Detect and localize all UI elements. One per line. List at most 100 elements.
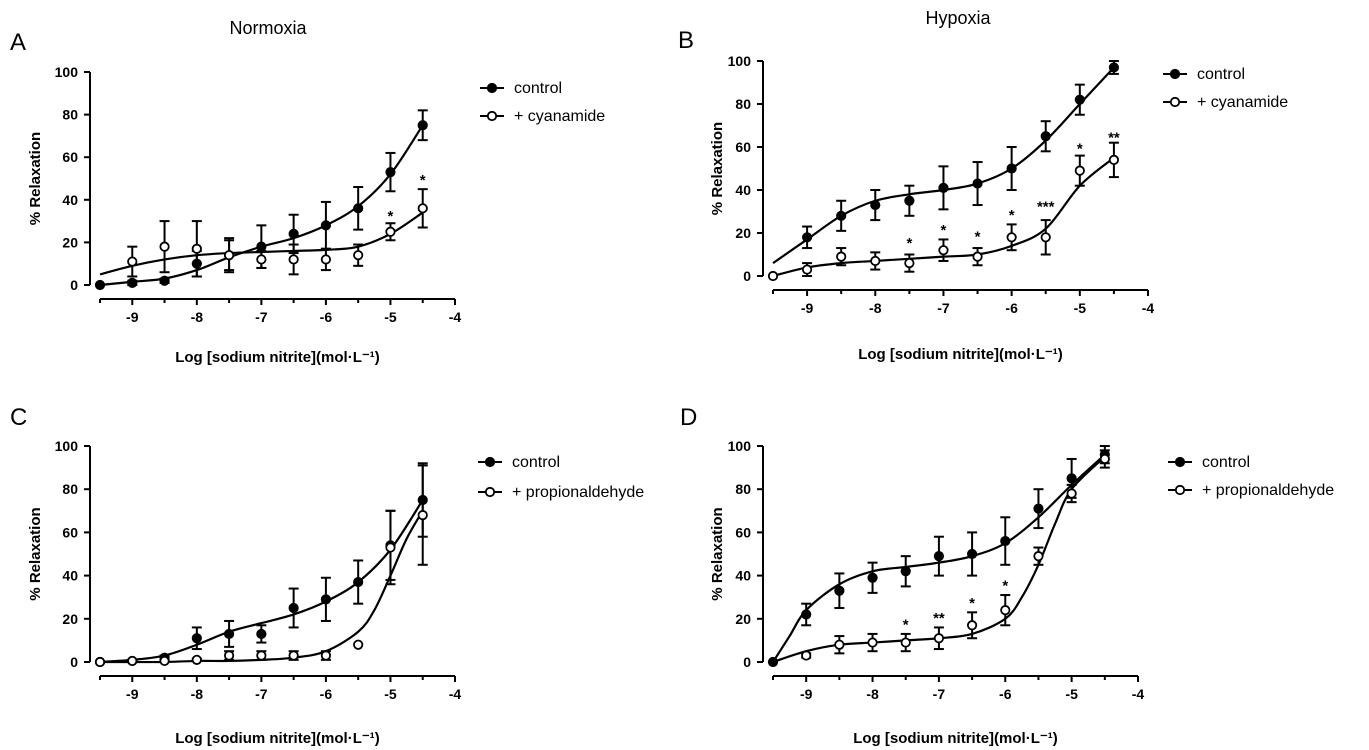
- y-axis-label: % Relaxation: [27, 507, 44, 600]
- data-point: [1108, 154, 1120, 165]
- y-tick-label: 60: [62, 524, 78, 540]
- panel-label: D: [680, 404, 697, 431]
- data-point: [1033, 551, 1044, 562]
- x-tick-label: -5: [1065, 686, 1078, 702]
- data-point: [801, 264, 813, 275]
- data-point: [256, 628, 267, 640]
- data-point: [256, 650, 267, 661]
- series-treatment: [94, 464, 428, 668]
- panel-c: C 0 20 40 60 80 100 -9 -8 -7 -6 -5 -4 Log [sodium nit…: [10, 404, 644, 747]
- significance-marker: *: [1002, 578, 1008, 595]
- data-point: [1006, 163, 1017, 174]
- legend-marker: [484, 456, 496, 468]
- y-tick-label: 40: [735, 182, 751, 198]
- panel-label: C: [10, 404, 27, 431]
- x-axis-label: Log [sodium nitrite](mol·L⁻¹): [853, 730, 1058, 747]
- data-point: [256, 241, 267, 252]
- y-tick-label: 100: [55, 438, 79, 454]
- data-point: [191, 654, 202, 665]
- panel-a: A Normoxia 0 20 40 60 80 100 -9 -8 -7 -6 -5 -4 Log [so…: [10, 18, 605, 366]
- data-point: [353, 639, 364, 650]
- data-point: [1099, 453, 1110, 465]
- data-point: [385, 226, 396, 237]
- significance-marker: *: [969, 595, 975, 612]
- legend-label: + propionaldehyde: [1202, 482, 1334, 499]
- legend-label: control: [514, 80, 562, 97]
- data-point: [938, 182, 949, 193]
- significance-marker: **: [1108, 130, 1120, 147]
- x-tick-label: -6: [1005, 300, 1018, 316]
- panel-d: D 0 20 40 60 80 100 -9 -8 -7 -6 -5 -4 Log [sodium nit…: [680, 404, 1334, 747]
- data-point: [834, 585, 845, 596]
- data-point: [223, 250, 235, 261]
- significance-marker: *: [1077, 140, 1083, 157]
- data-point: [159, 275, 170, 286]
- y-tick-label: 100: [55, 64, 79, 80]
- data-point: [836, 251, 847, 262]
- x-tick-label: -5: [1074, 300, 1087, 316]
- significance-marker: *: [906, 235, 912, 252]
- significance-marker: ***: [1037, 198, 1055, 215]
- legend-label: control: [1202, 454, 1250, 471]
- data-point: [900, 637, 911, 648]
- significance-marker: *: [903, 616, 909, 633]
- data-point: [834, 639, 845, 650]
- data-point: [900, 566, 911, 577]
- data-point: [320, 254, 332, 265]
- x-tick-label: -7: [255, 309, 268, 325]
- legend-label: control: [512, 454, 560, 471]
- data-point: [159, 655, 170, 667]
- x-tick-label: -9: [801, 300, 814, 316]
- y-tick-label: 20: [62, 611, 78, 627]
- data-point: [938, 245, 949, 256]
- x-tick-label: -6: [320, 309, 333, 325]
- data-point: [127, 655, 138, 667]
- y-tick-label: 80: [62, 481, 78, 497]
- y-tick-label: 60: [62, 149, 78, 165]
- y-axis-label: % Relaxation: [27, 132, 44, 225]
- x-tick-label: -4: [449, 686, 462, 702]
- series-control: [772, 60, 1120, 265]
- fit-curve: [99, 499, 424, 664]
- x-tick-label: -5: [384, 686, 397, 702]
- data-point: [1074, 165, 1085, 176]
- panel-b: B Hypoxia 0 20 40 60 80 100 -9 -8 -7 -6 -5 -4 Log [sod…: [678, 8, 1288, 363]
- data-point: [1033, 503, 1044, 514]
- data-point: [904, 195, 915, 206]
- data-point: [256, 254, 267, 265]
- data-point: [767, 270, 779, 282]
- data-point: [353, 576, 364, 588]
- data-point: [972, 178, 983, 189]
- significance-marker: **: [933, 610, 945, 627]
- x-tick-label: -7: [933, 686, 946, 702]
- legend-marker: [486, 82, 498, 94]
- data-point: [353, 250, 364, 261]
- chart-title: Hypoxia: [925, 8, 991, 28]
- data-point: [1066, 488, 1077, 499]
- x-tick-label: -8: [869, 300, 882, 316]
- x-axis-label: Log [sodium nitrite](mol·L⁻¹): [175, 730, 380, 747]
- data-point: [353, 203, 364, 214]
- series-treatment: [99, 188, 428, 278]
- y-tick-label: 60: [735, 524, 751, 540]
- y-tick-label: 80: [62, 107, 78, 123]
- x-tick-label: -6: [320, 686, 333, 702]
- data-point: [417, 203, 428, 214]
- data-point: [867, 572, 878, 583]
- legend-label: + cyanamide: [1197, 94, 1288, 111]
- legend-label: + propionaldehyde: [512, 484, 644, 501]
- y-tick-label: 0: [743, 268, 751, 284]
- significance-marker: *: [941, 222, 947, 239]
- series-control: [767, 445, 1110, 668]
- data-point: [191, 243, 202, 254]
- data-point: [870, 255, 881, 267]
- legend-marker: [1169, 96, 1181, 108]
- x-tick-label: -7: [937, 300, 950, 316]
- y-tick-label: 20: [62, 234, 78, 250]
- data-point: [1000, 535, 1011, 547]
- data-point: [1108, 62, 1120, 73]
- y-tick-label: 40: [62, 192, 78, 208]
- data-point: [801, 232, 813, 243]
- x-tick-label: -9: [126, 686, 139, 702]
- data-point: [127, 256, 138, 267]
